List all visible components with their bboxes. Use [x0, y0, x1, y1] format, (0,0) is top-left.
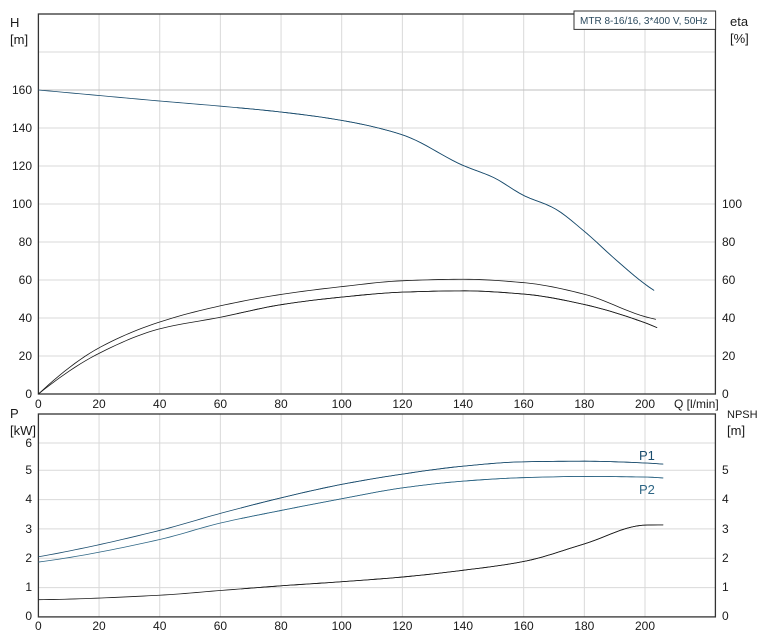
- svg-text:0: 0: [35, 397, 42, 411]
- svg-text:160: 160: [514, 619, 534, 631]
- svg-text:0: 0: [25, 609, 32, 623]
- svg-text:200: 200: [635, 397, 655, 411]
- svg-text:60: 60: [19, 273, 33, 287]
- svg-text:100: 100: [332, 619, 352, 631]
- svg-text:100: 100: [722, 197, 742, 211]
- svg-text:80: 80: [274, 397, 288, 411]
- svg-text:4: 4: [25, 492, 32, 506]
- svg-text:20: 20: [92, 619, 106, 631]
- svg-text:3: 3: [722, 522, 729, 536]
- svg-text:60: 60: [722, 273, 736, 287]
- svg-text:0: 0: [25, 387, 32, 401]
- svg-text:60: 60: [214, 397, 228, 411]
- svg-text:160: 160: [514, 397, 534, 411]
- svg-text:H: H: [10, 15, 19, 30]
- svg-text:100: 100: [332, 397, 352, 411]
- svg-text:80: 80: [722, 235, 736, 249]
- svg-text:[m]: [m]: [727, 423, 745, 438]
- svg-text:140: 140: [12, 121, 32, 135]
- svg-text:[kW]: [kW]: [10, 423, 36, 438]
- svg-text:3: 3: [25, 522, 32, 536]
- svg-text:80: 80: [274, 619, 288, 631]
- svg-text:NPSH: NPSH: [727, 409, 757, 421]
- svg-text:6: 6: [25, 436, 32, 450]
- svg-text:200: 200: [635, 619, 655, 631]
- svg-text:20: 20: [92, 397, 106, 411]
- svg-text:eta: eta: [730, 14, 749, 29]
- svg-text:P1: P1: [639, 448, 655, 463]
- svg-text:0: 0: [722, 387, 729, 401]
- svg-text:160: 160: [12, 83, 32, 97]
- svg-text:180: 180: [574, 619, 594, 631]
- svg-text:180: 180: [574, 397, 594, 411]
- svg-text:5: 5: [722, 463, 729, 477]
- svg-text:4: 4: [722, 492, 729, 506]
- svg-text:1: 1: [25, 580, 32, 594]
- svg-text:140: 140: [453, 619, 473, 631]
- svg-text:20: 20: [722, 349, 736, 363]
- svg-text:120: 120: [392, 619, 412, 631]
- svg-text:120: 120: [392, 397, 412, 411]
- svg-text:40: 40: [153, 619, 167, 631]
- svg-text:40: 40: [19, 311, 33, 325]
- svg-text:140: 140: [453, 397, 473, 411]
- svg-text:40: 40: [722, 311, 736, 325]
- svg-text:0: 0: [35, 619, 42, 631]
- svg-text:[%]: [%]: [730, 31, 749, 46]
- svg-text:P2: P2: [639, 482, 655, 497]
- svg-text:2: 2: [25, 551, 32, 565]
- svg-text:120: 120: [12, 159, 32, 173]
- svg-text:40: 40: [153, 397, 167, 411]
- svg-text:MTR 8-16/16, 3*400 V, 50Hz: MTR 8-16/16, 3*400 V, 50Hz: [580, 16, 707, 27]
- svg-text:60: 60: [214, 619, 228, 631]
- svg-text:Q [l/min]: Q [l/min]: [674, 397, 719, 411]
- svg-text:2: 2: [722, 551, 729, 565]
- svg-text:0: 0: [722, 609, 729, 623]
- svg-text:[m]: [m]: [10, 32, 28, 47]
- svg-text:80: 80: [19, 235, 33, 249]
- svg-text:5: 5: [25, 463, 32, 477]
- svg-text:1: 1: [722, 580, 729, 594]
- svg-text:100: 100: [12, 197, 32, 211]
- svg-text:P: P: [10, 406, 19, 421]
- svg-text:20: 20: [19, 349, 33, 363]
